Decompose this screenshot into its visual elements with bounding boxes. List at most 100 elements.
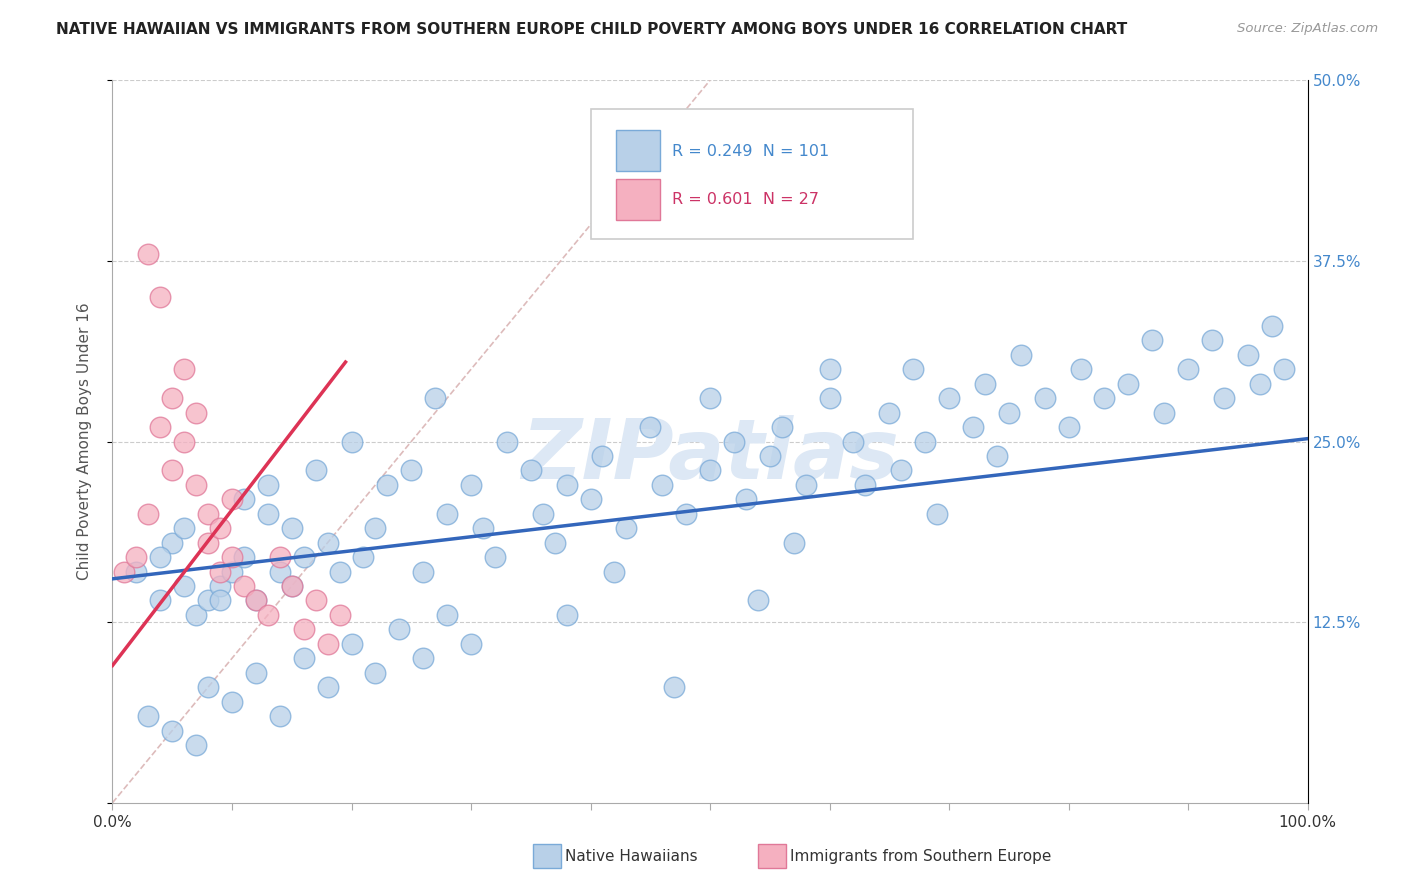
Point (316, 535, 339, 549)
Point (233, 492, 256, 507)
Text: Native Hawaiians: Native Hawaiians (565, 849, 697, 863)
Point (233, 579, 256, 593)
Point (377, 478, 399, 492)
Point (186, 406, 208, 420)
Point (1261, 318, 1284, 333)
Point (162, 535, 183, 549)
Point (197, 593, 219, 607)
Point (221, 492, 243, 507)
Point (186, 478, 208, 492)
Point (520, 463, 543, 477)
Point (616, 521, 638, 535)
Y-axis label: Child Poverty Among Boys Under 16: Child Poverty Among Boys Under 16 (77, 302, 91, 581)
Point (914, 434, 936, 449)
Point (221, 565, 243, 579)
Point (879, 406, 901, 420)
Point (197, 680, 219, 694)
Point (329, 565, 352, 579)
Point (209, 579, 232, 593)
Point (316, 637, 339, 651)
Point (186, 738, 208, 752)
Point (197, 535, 219, 549)
Point (675, 507, 697, 521)
Point (257, 478, 280, 492)
FancyBboxPatch shape (591, 109, 914, 239)
Point (305, 463, 328, 477)
Point (257, 607, 280, 622)
Text: R = 0.249  N = 101: R = 0.249 N = 101 (672, 144, 830, 159)
Point (770, 420, 793, 434)
Point (149, 593, 172, 607)
Point (1118, 376, 1140, 391)
Point (1010, 348, 1032, 362)
Point (364, 521, 387, 535)
Point (543, 535, 565, 549)
Point (257, 507, 280, 521)
Point (460, 637, 482, 651)
Point (221, 695, 243, 709)
Point (292, 651, 315, 665)
Point (209, 593, 232, 607)
Point (149, 420, 172, 434)
Point (281, 579, 304, 593)
Point (794, 478, 817, 492)
Point (162, 463, 183, 477)
Point (412, 565, 434, 579)
Point (1057, 420, 1080, 434)
Point (436, 607, 458, 622)
Point (138, 507, 160, 521)
Point (1213, 391, 1236, 405)
Point (173, 579, 195, 593)
Point (986, 449, 1008, 463)
Point (818, 362, 841, 376)
Point (592, 449, 614, 463)
Point (149, 550, 172, 565)
Point (603, 565, 626, 579)
Point (998, 406, 1021, 420)
Point (531, 507, 554, 521)
Point (699, 391, 721, 405)
Point (281, 579, 304, 593)
Point (269, 550, 291, 565)
Point (723, 434, 745, 449)
Point (114, 565, 135, 579)
Point (209, 565, 232, 579)
Point (903, 362, 925, 376)
Point (245, 665, 267, 680)
Point (281, 521, 304, 535)
Point (329, 607, 352, 622)
Point (388, 623, 411, 637)
Text: NATIVE HAWAIIAN VS IMMIGRANTS FROM SOUTHERN EUROPE CHILD POVERTY AMONG BOYS UNDE: NATIVE HAWAIIAN VS IMMIGRANTS FROM SOUTH… (56, 22, 1128, 37)
Point (927, 507, 949, 521)
Point (782, 535, 804, 549)
Point (292, 550, 315, 565)
Point (640, 420, 662, 434)
Point (340, 434, 363, 449)
Point (1070, 362, 1092, 376)
Point (173, 434, 195, 449)
Point (855, 478, 877, 492)
Point (436, 507, 458, 521)
Point (245, 593, 267, 607)
Point (1177, 362, 1199, 376)
Point (305, 593, 328, 607)
Point (149, 290, 172, 304)
Text: R = 0.601  N = 27: R = 0.601 N = 27 (672, 192, 818, 207)
Point (747, 593, 769, 607)
Point (735, 492, 758, 507)
Point (555, 478, 578, 492)
Point (699, 463, 721, 477)
Point (1153, 406, 1175, 420)
Point (364, 665, 387, 680)
Point (162, 723, 183, 738)
Point (125, 550, 148, 565)
Point (1201, 334, 1223, 348)
Point (1142, 334, 1164, 348)
Point (842, 434, 865, 449)
Point (938, 391, 960, 405)
Point (269, 565, 291, 579)
Point (974, 376, 997, 391)
Point (890, 463, 912, 477)
Text: Immigrants from Southern Europe: Immigrants from Southern Europe (790, 849, 1052, 863)
Point (1272, 362, 1295, 376)
